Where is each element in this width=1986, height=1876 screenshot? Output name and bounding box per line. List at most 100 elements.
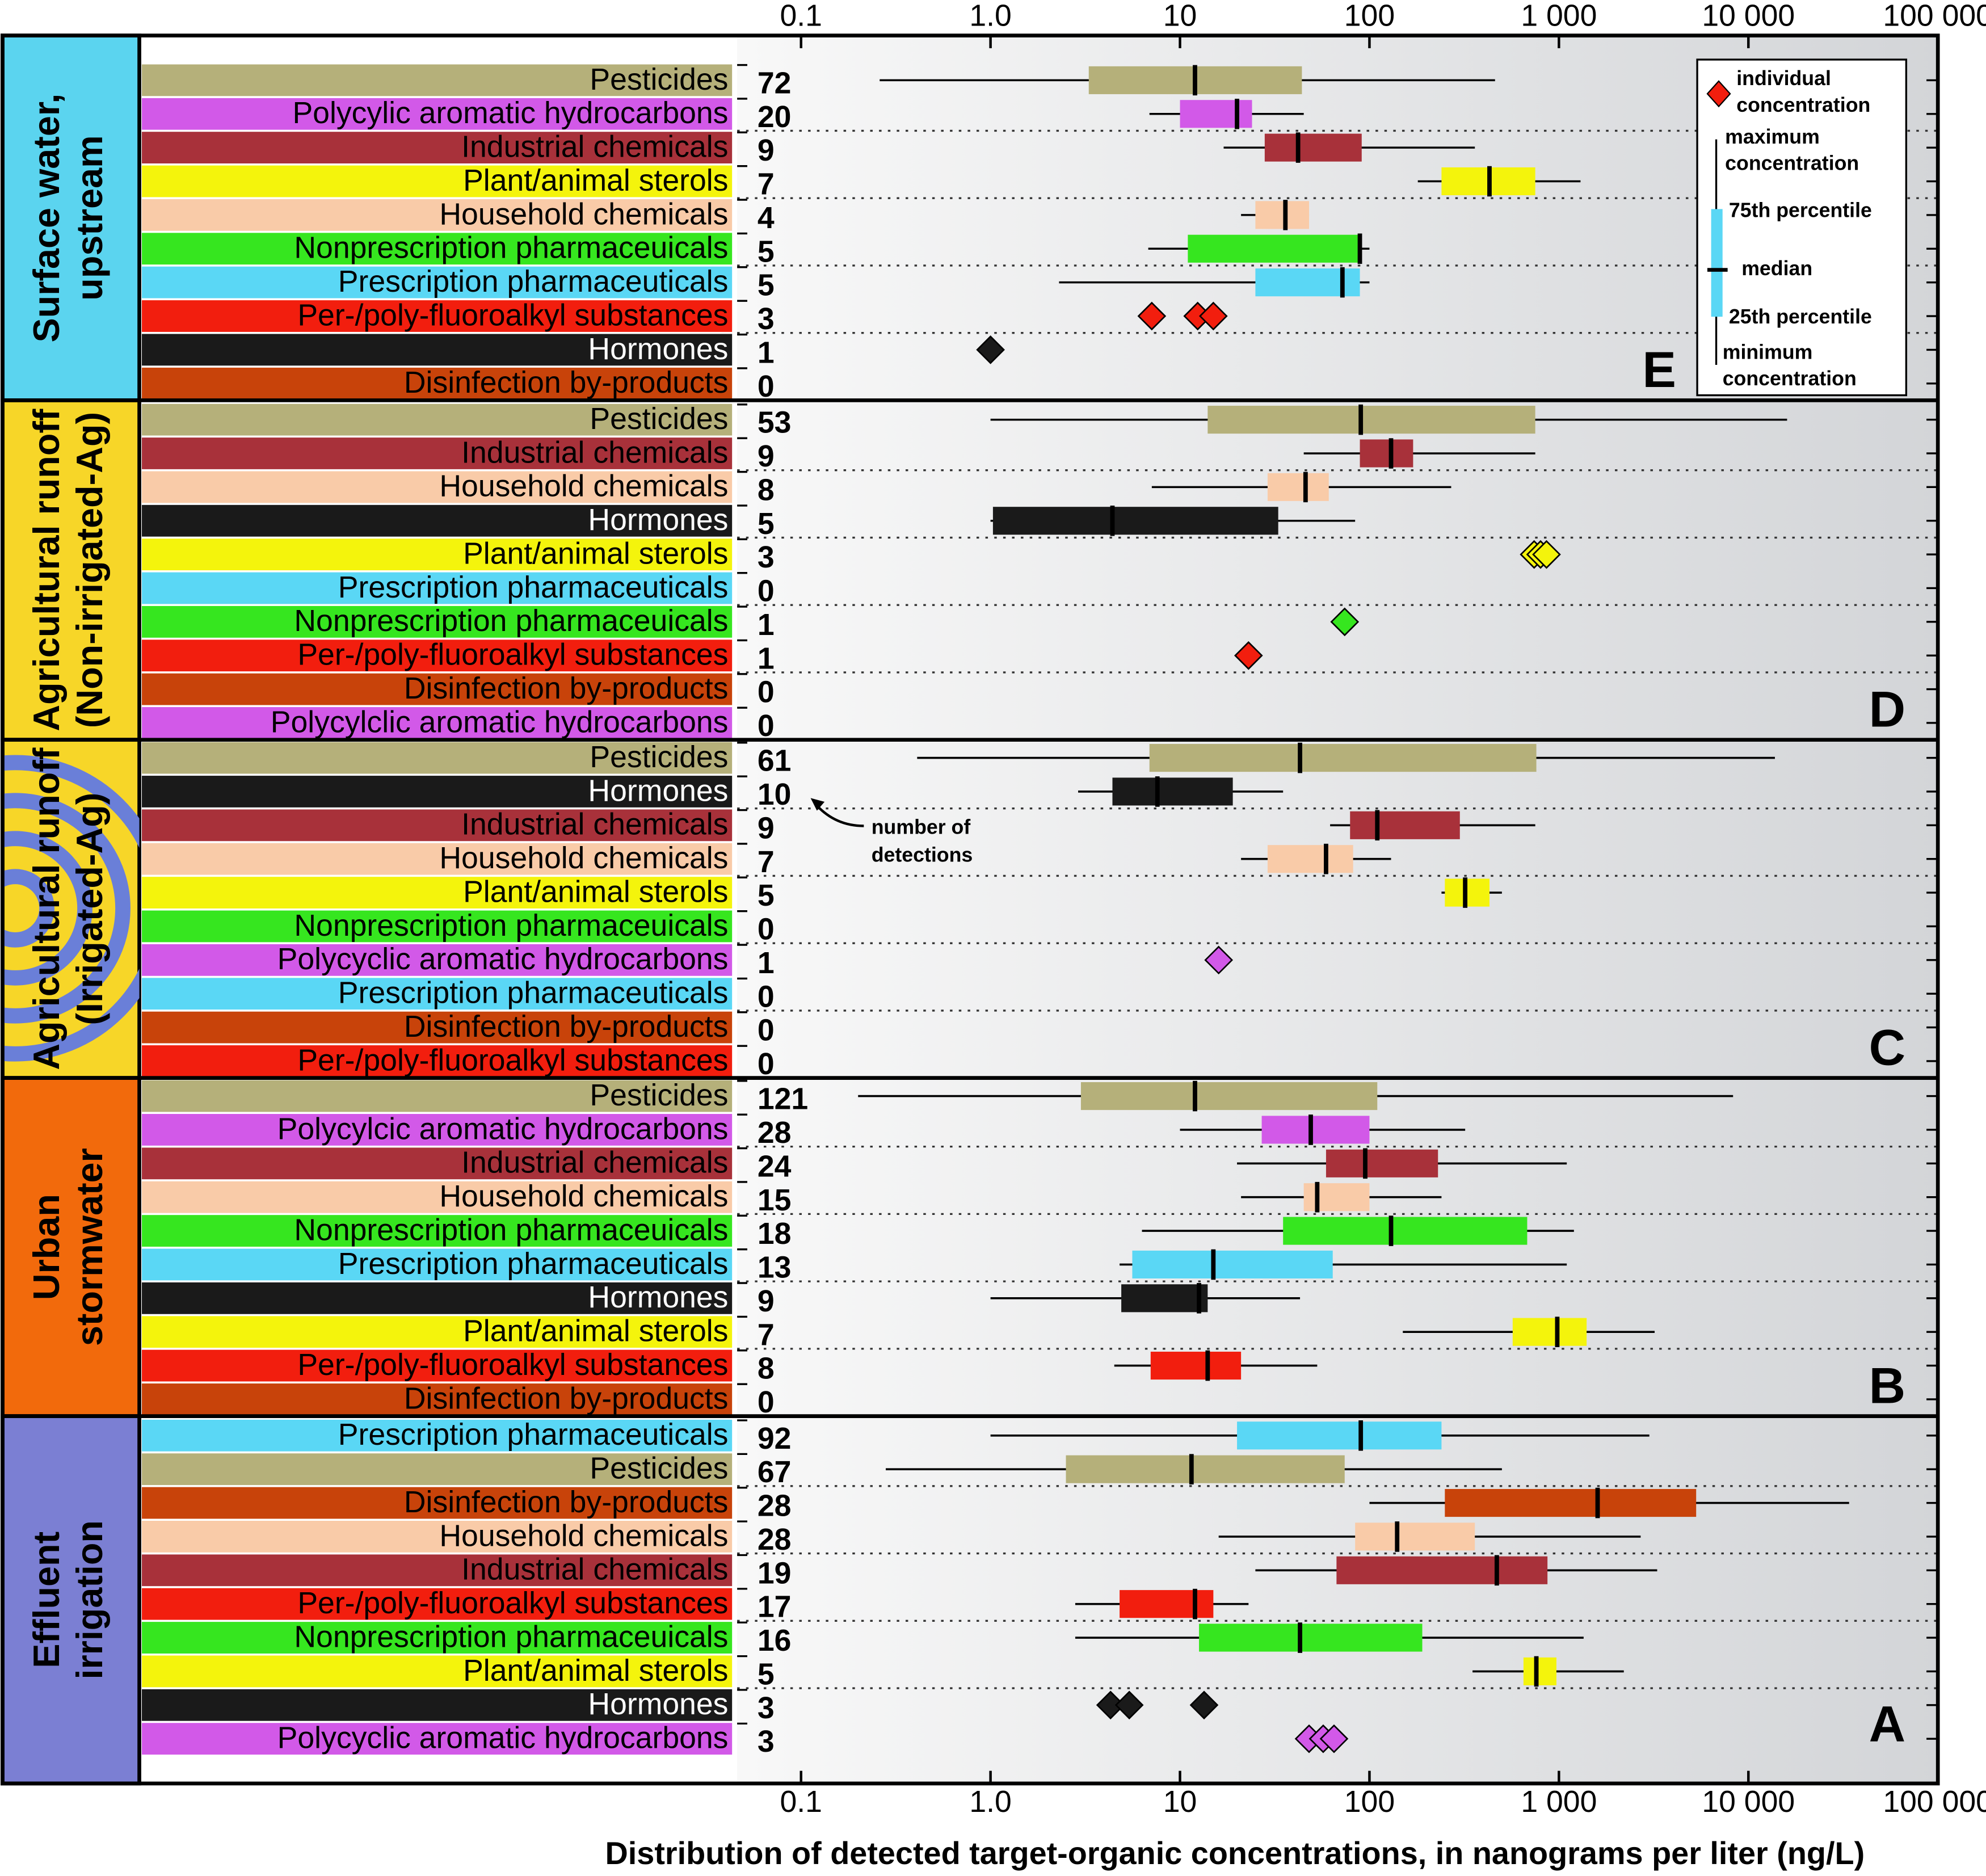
box — [1150, 1352, 1242, 1380]
category-label: Prescription pharmaceuticals — [338, 1247, 729, 1281]
detection-count: 1 — [758, 336, 775, 369]
category-band — [142, 978, 733, 1010]
panel-letter: E — [1642, 341, 1676, 398]
legend-label: minimum — [1723, 340, 1813, 363]
category-band — [142, 572, 733, 604]
box — [1188, 234, 1362, 263]
category-label: Nonprescription pharmaceuicals — [294, 1213, 728, 1247]
detection-count: 24 — [758, 1150, 792, 1183]
category-label: Polycylic aromatic hydrocarbons — [292, 96, 728, 130]
box — [1261, 1116, 1370, 1144]
detection-count: 53 — [758, 406, 792, 440]
detection-count: 4 — [758, 201, 775, 235]
box — [1355, 1522, 1475, 1551]
box — [1523, 1657, 1556, 1685]
detection-count: 20 — [758, 100, 792, 134]
category-band — [142, 64, 733, 96]
category-label: Per-/poly-fluoroalkyl substances — [297, 1348, 728, 1382]
category-band — [142, 403, 733, 436]
legend-box — [1696, 58, 1908, 397]
category-label: Pesticides — [590, 741, 728, 774]
category-label: Nonprescription pharmaceuicals — [294, 909, 728, 943]
detection-count: 3 — [758, 1725, 775, 1759]
x-tick-label: 100 — [1344, 0, 1395, 33]
detection-count: 3 — [758, 302, 775, 336]
detection-count: 19 — [758, 1557, 792, 1590]
detection-count: 18 — [758, 1217, 792, 1251]
category-band — [142, 1419, 733, 1452]
category-band — [142, 367, 733, 399]
point — [976, 335, 1005, 364]
box — [1080, 1082, 1378, 1111]
detection-count: 5 — [758, 269, 775, 302]
category-label: Polycylclic aromatic hydrocarbons — [271, 705, 729, 739]
category-band — [142, 1011, 733, 1044]
point — [1204, 945, 1234, 975]
category-label: Per-/poly-fluoroalkyl substances — [297, 1587, 728, 1620]
box — [1180, 100, 1252, 128]
detection-count: 5 — [758, 507, 775, 541]
box — [1283, 1217, 1528, 1245]
box — [992, 507, 1278, 535]
panel-label: stormwater — [69, 1148, 110, 1346]
legend-box-sample — [1711, 209, 1723, 317]
category-label: Hormones — [588, 503, 728, 537]
panel-label: (Irrigated-Ag) — [69, 793, 110, 1025]
category-label: Hormones — [588, 1281, 728, 1314]
decoration-ring — [2, 831, 92, 986]
detection-count: 0 — [758, 913, 775, 947]
category-label: Pesticides — [590, 1079, 728, 1112]
x-tick-label: 100 000 — [1883, 0, 1986, 33]
x-tick-label: 0.1 — [780, 1785, 822, 1819]
category-band — [142, 266, 733, 298]
x-tick-label: 1 000 — [1521, 1785, 1597, 1819]
point — [1319, 1724, 1349, 1753]
box — [1112, 777, 1233, 806]
category-label: Prescription pharmaceuticals — [338, 571, 729, 604]
category-label: Disinfection by-products — [404, 1382, 729, 1415]
detection-count: 7 — [758, 1318, 775, 1352]
decoration-ring — [2, 755, 140, 1062]
box — [1512, 1318, 1587, 1346]
detection-count: 16 — [758, 1624, 792, 1658]
category-label: Household chemicals — [439, 1180, 728, 1213]
category-label: Plant/animal sterols — [463, 164, 728, 197]
decoration-ring — [2, 793, 131, 1024]
box — [1303, 1183, 1370, 1212]
category-label: Hormones — [588, 1688, 728, 1721]
detection-count: 1 — [758, 642, 775, 675]
category-band — [142, 1114, 733, 1146]
category-band — [142, 233, 733, 265]
detection-count: 9 — [758, 1285, 775, 1318]
category-label: Industrial chemicals — [461, 1146, 728, 1180]
detection-count: 8 — [758, 1352, 775, 1386]
category-label: Plant/animal sterols — [463, 875, 728, 908]
category-band — [142, 605, 733, 638]
detection-count: 3 — [758, 1692, 775, 1725]
panel-letter: B — [1869, 1357, 1905, 1414]
panel-label: upstream — [69, 135, 110, 300]
detection-count: 1 — [758, 947, 775, 980]
box — [1267, 473, 1329, 501]
box — [1237, 1421, 1442, 1450]
legend-label: maximum — [1725, 125, 1820, 148]
category-band — [142, 1554, 733, 1587]
detection-count: 92 — [758, 1422, 792, 1456]
detection-count: 10 — [758, 778, 792, 811]
detection-count: 0 — [758, 575, 775, 608]
x-tick-label: 1.0 — [969, 1785, 1011, 1819]
category-label: Household chemicals — [439, 842, 728, 875]
decoration-ring — [2, 869, 54, 948]
x-tick-label: 10 000 — [1702, 1785, 1795, 1819]
category-band — [142, 334, 733, 366]
category-band — [142, 438, 733, 469]
category-band — [142, 1588, 733, 1620]
category-band — [142, 877, 733, 908]
category-band — [142, 1453, 733, 1486]
category-band — [142, 776, 733, 807]
category-band — [142, 809, 733, 842]
detection-count: 0 — [758, 676, 775, 709]
category-label: Nonprescription pharmaceuicals — [294, 1620, 728, 1654]
category-label: Plant/animal sterols — [463, 537, 728, 570]
